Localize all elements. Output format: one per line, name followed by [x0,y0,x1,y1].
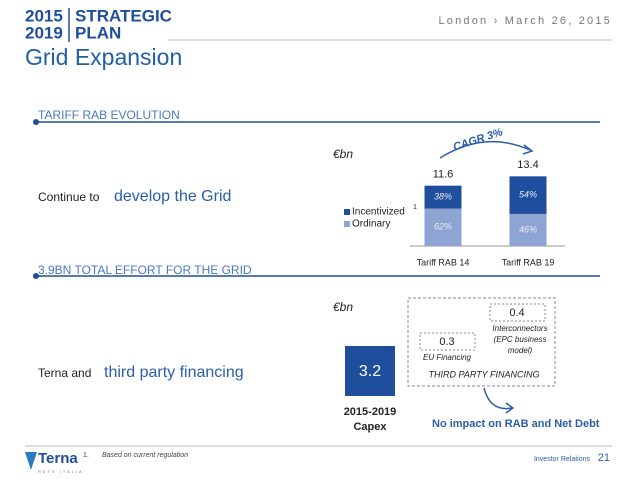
body-emphasis: third party financing [104,364,244,381]
logo-word: PLAN [75,23,121,42]
location-date: London › March 26, 2015 [438,15,612,27]
logo-year: 2019 [25,23,63,42]
category-label: Tariff RAB 19 [502,257,555,267]
footer-section: Investor Relations [534,456,591,463]
bar-total: 13.4 [517,159,538,171]
stacked-bar-chart: 62% 38% 11.6 Tariff RAB 14 46% 54% 13.4 Tariff … [344,159,554,267]
cagr-arrowhead [522,144,534,155]
page-number: 21 [598,452,610,464]
section-heading: 3.9BN TOTAL EFFORT FOR THE GRID [38,263,252,277]
third-party-box [407,297,556,387]
eu-label: EU Financing [423,353,472,362]
interconnectors-label: model) [508,346,533,355]
segment-label: 62% [434,222,452,232]
bar-segment [509,213,547,246]
bar-segment [424,185,462,209]
segment-label: 38% [434,192,452,202]
brand-icon [25,452,37,470]
footnote-mark: 1 [413,204,417,211]
segment-label: 54% [519,190,537,200]
interconnectors-label: (EPC business [494,335,547,344]
brand-sub: RETE ITALIA [38,469,84,474]
logo-word: STRATEGIC [75,6,172,25]
capex-value: 3.2 [359,363,381,380]
logo-year: 2015 [25,6,63,25]
brand: Terna [38,450,78,467]
section-heading: TARIFF RAB EVOLUTION [38,108,180,122]
note-arrowhead [505,402,515,414]
category-label: Tariff RAB 14 [417,257,470,267]
slide-title: Grid Expansion [25,44,182,70]
legend-swatch [344,221,350,227]
third-party-label: THIRD PARTY FINANCING [428,369,539,379]
section-dot [33,273,39,279]
bar-segment [509,176,547,214]
eu-value: 0.3 [439,336,454,348]
capex-label: Capex [353,421,387,433]
body-text: Terna and [38,366,91,380]
legend-swatch [344,209,350,215]
interconnectors-value: 0.4 [509,307,524,319]
body-emphasis: develop the Grid [114,188,231,205]
bar-total: 11.6 [433,169,454,181]
capex-box [345,346,395,396]
unit: €bn [333,147,353,161]
note-arrow [483,387,513,410]
legend-label: Ordinary [352,219,390,230]
footnote: Based on current regulation [102,452,188,459]
segment-label: 46% [519,224,537,234]
legend-label: Incentivized [352,207,405,218]
note: No impact on RAB and Net Debt [432,418,600,430]
capex-label: 2015-2019 [344,406,397,418]
bar-segment [424,208,462,246]
unit: €bn [333,300,353,314]
footnote-number: 1. [83,452,89,459]
cagr-arrow [439,140,531,159]
body-text: Continue to [38,190,100,204]
interconnectors-label: Interconnectors [492,324,547,333]
section-dot [33,119,39,125]
